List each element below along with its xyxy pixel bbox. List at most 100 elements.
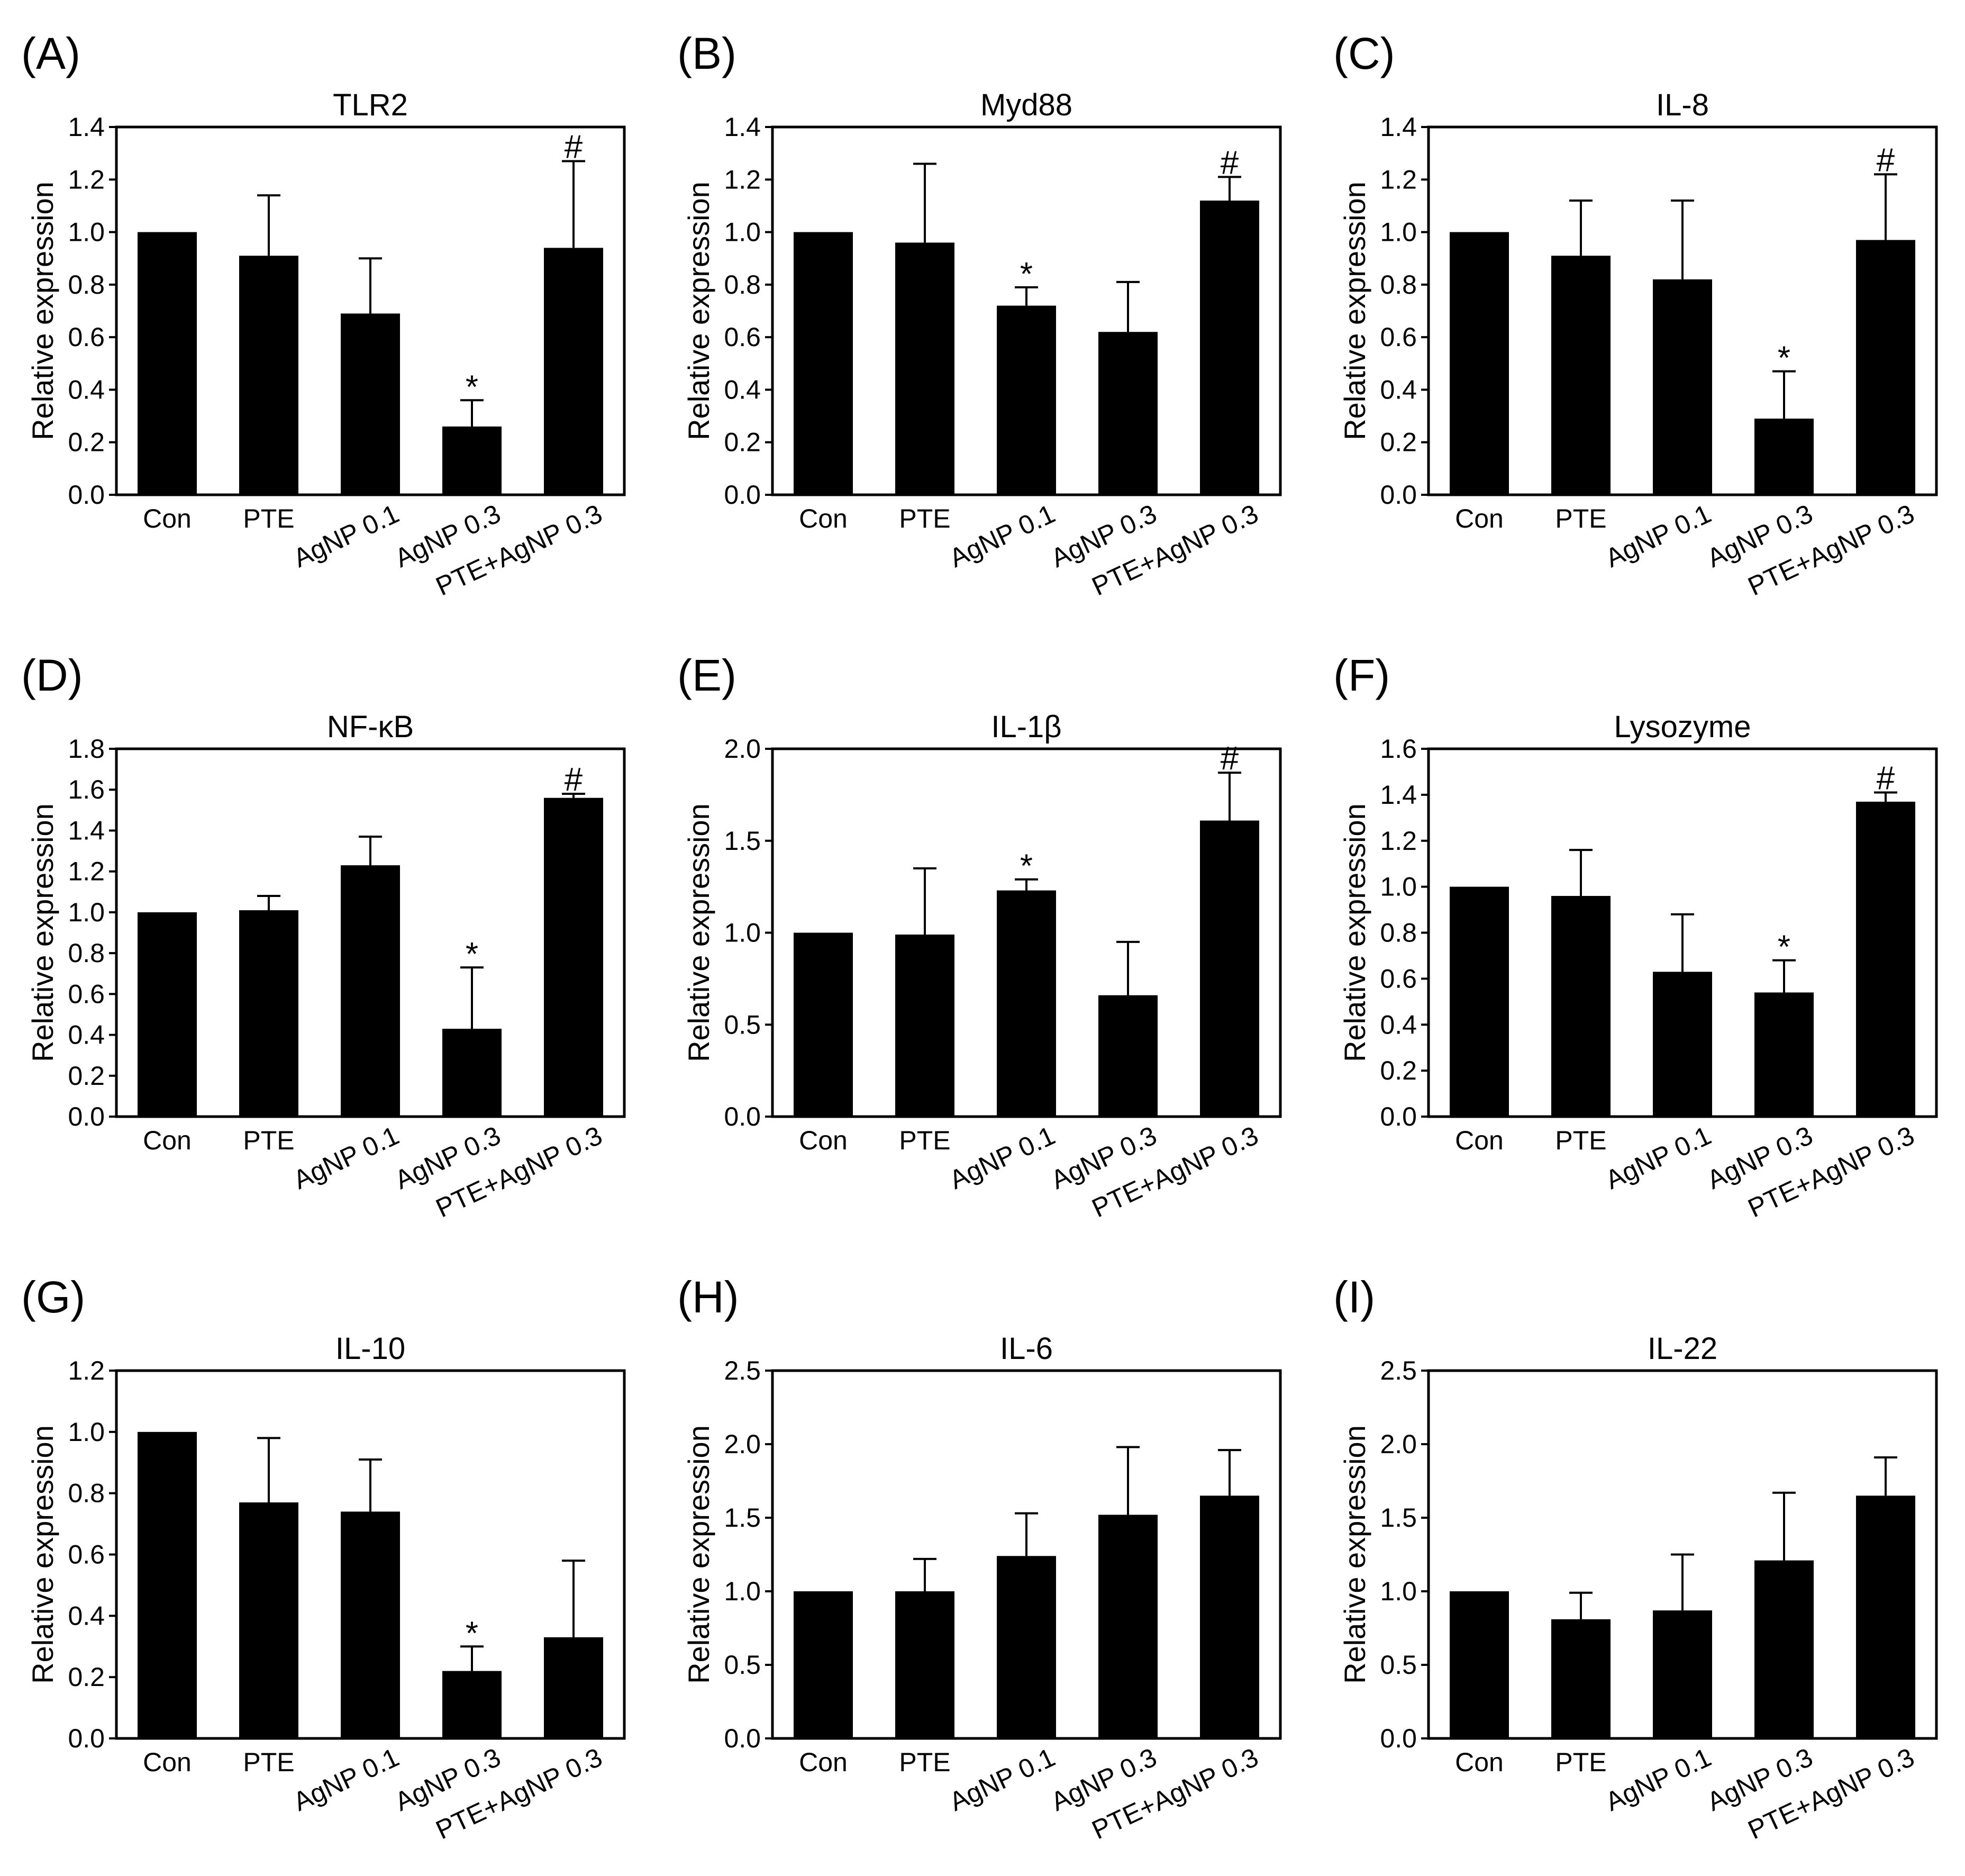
x-category-label: Con <box>143 1126 192 1155</box>
y-tick-label: 0.0 <box>1380 1724 1417 1753</box>
bar-agnp-0-3 <box>1098 1515 1158 1738</box>
y-tick-label: 0.0 <box>68 480 105 510</box>
plot-frame <box>771 1369 1282 1740</box>
y-tick-label: 1.4 <box>1380 112 1417 142</box>
significance-asterisk: * <box>1778 929 1790 966</box>
y-tick-label: 0.8 <box>724 270 761 300</box>
y-tick-label: 1.4 <box>68 112 105 142</box>
bar-agnp-0-1 <box>1653 279 1712 495</box>
chart-title: IL-6 <box>1000 1331 1053 1366</box>
significance-asterisk: * <box>1020 256 1033 293</box>
bar-pte-agnp-0-3 <box>1856 1496 1915 1738</box>
y-tick-label: 1.8 <box>68 734 105 764</box>
y-tick-label: 1.2 <box>68 857 105 886</box>
y-tick-label: 0.8 <box>1380 270 1417 300</box>
y-tick-label: 1.0 <box>68 898 105 927</box>
y-tick-label: 1.4 <box>1380 780 1417 810</box>
bar-con <box>138 912 197 1117</box>
y-axis-label: Relative expression <box>682 182 715 440</box>
bar-agnp-0-1 <box>341 865 400 1117</box>
y-tick-label: 1.2 <box>1380 826 1417 856</box>
y-tick-label: 0.4 <box>68 1601 105 1630</box>
y-axis-label: Relative expression <box>1338 1425 1371 1684</box>
y-tick-label: 2.0 <box>1380 1429 1417 1459</box>
chart-panel-tlr2: (A) TLR2 Relative expression 0.0 0.2 0.4 0.6 0.… <box>21 29 626 601</box>
bar-con <box>1450 1591 1509 1738</box>
y-tick-label: 0.0 <box>724 480 761 510</box>
bar-con <box>794 932 853 1117</box>
x-category-label: Con <box>143 1747 192 1777</box>
x-category-label: AgNP 0.1 <box>1601 1742 1716 1817</box>
y-tick-label: 0.2 <box>1380 1056 1417 1085</box>
y-tick-label: 0.2 <box>68 428 105 457</box>
panel-label: (E) <box>677 650 736 700</box>
significance-asterisk: * <box>1778 340 1790 377</box>
bar-pte-agnp-0-3 <box>1856 801 1915 1117</box>
chart-title: Myd88 <box>980 88 1072 122</box>
bar-con <box>794 1591 853 1738</box>
y-tick-label: 1.0 <box>1380 1576 1417 1606</box>
bar-con <box>138 232 197 495</box>
x-category-label: Con <box>143 504 192 533</box>
chart-title: IL-1β <box>991 710 1061 744</box>
x-category-label: PTE <box>1555 1747 1606 1777</box>
x-category-label: PTE <box>243 504 294 533</box>
y-tick-label: 2.0 <box>724 734 761 764</box>
y-tick-label: 0.5 <box>724 1650 761 1680</box>
significance-asterisk: * <box>466 369 478 405</box>
y-tick-label: 0.4 <box>68 1020 105 1050</box>
bar-agnp-0-1 <box>1653 972 1712 1117</box>
x-category-label: AgNP 0.1 <box>945 1120 1060 1195</box>
y-tick-label: 0.0 <box>68 1102 105 1131</box>
plot-frame <box>771 747 1282 1118</box>
chart-panel-il-6: (H) IL-6 Relative expression 0.0 0.5 1.0 1.5 2.… <box>677 1272 1282 1845</box>
y-tick-label: 1.2 <box>68 1356 105 1385</box>
significance-asterisk: * <box>1020 848 1033 885</box>
y-tick-label: 0.0 <box>724 1102 761 1131</box>
bar-agnp-0-1 <box>1653 1610 1712 1738</box>
x-category-label: PTE+AgNP 0.3 <box>431 1120 606 1223</box>
chart-panel-il-22: (I) IL-22 Relative expression 0.0 0.5 1.0 1.5 2… <box>1333 1272 1938 1845</box>
y-tick-label: 0.2 <box>724 428 761 457</box>
bar-con <box>794 232 853 495</box>
significance-hash: # <box>565 762 583 798</box>
plot-frame <box>771 125 1282 496</box>
panel-label: (I) <box>1333 1272 1375 1322</box>
y-tick-label: 0.6 <box>1380 964 1417 993</box>
bar-pte <box>1551 896 1611 1117</box>
bar-con <box>1450 232 1509 495</box>
bar-pte-agnp-0-3 <box>1856 240 1915 495</box>
plot-frame <box>1427 1369 1938 1740</box>
y-tick-label: 0.0 <box>68 1724 105 1753</box>
y-tick-label: 0.0 <box>1380 1102 1417 1131</box>
bar-pte <box>239 256 298 495</box>
x-category-label: AgNP 0.1 <box>289 1120 404 1195</box>
panel-label: (C) <box>1333 29 1395 78</box>
panel-label: (F) <box>1333 650 1390 700</box>
y-tick-label: 1.4 <box>68 815 105 845</box>
chart-title: IL-22 <box>1648 1331 1717 1366</box>
y-tick-label: 0.8 <box>68 1479 105 1508</box>
y-tick-label: 0.6 <box>68 322 105 352</box>
y-tick-label: 1.5 <box>724 1503 761 1533</box>
bar-agnp-0-3 <box>442 426 502 495</box>
x-category-label: PTE <box>1555 1126 1606 1155</box>
x-category-label: AgNP 0.1 <box>945 1742 1060 1817</box>
bar-con <box>138 1431 197 1738</box>
bar-pte <box>895 242 954 495</box>
y-axis-label: Relative expression <box>26 803 59 1062</box>
bar-agnp-0-3 <box>1754 1560 1814 1738</box>
y-axis-label: Relative expression <box>26 1425 59 1684</box>
y-tick-label: 1.4 <box>724 112 761 142</box>
y-tick-label: 0.6 <box>68 979 105 1009</box>
bar-agnp-0-1 <box>341 1511 400 1738</box>
chart-title: IL-8 <box>1656 88 1709 122</box>
x-category-label: PTE+AgNP 0.3 <box>1087 1742 1262 1845</box>
chart-panel-nf-b: (D) NF-κB Relative expression 0.0 0.2 0.4 0.6 0… <box>21 650 626 1223</box>
significance-asterisk: * <box>466 936 478 973</box>
x-category-label: Con <box>1455 1747 1504 1777</box>
x-category-label: PTE+AgNP 0.3 <box>1743 1742 1918 1845</box>
x-category-label: AgNP 0.1 <box>1601 1120 1716 1195</box>
y-tick-label: 1.0 <box>1380 217 1417 247</box>
x-category-label: AgNP 0.1 <box>945 499 1060 573</box>
